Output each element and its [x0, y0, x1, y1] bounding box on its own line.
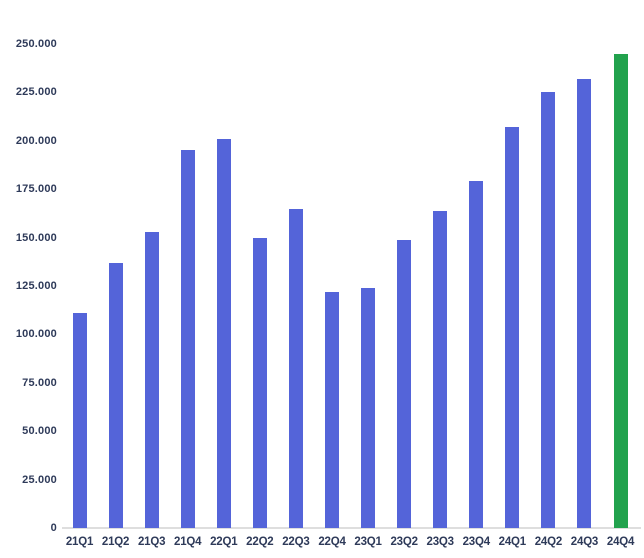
- y-axis-tick-label: 100.000: [15, 328, 57, 341]
- x-axis-category-label: 22Q2: [246, 536, 274, 548]
- bar-23Q3: [433, 210, 448, 528]
- y-axis-tick-label: 175.000: [15, 183, 57, 196]
- y-axis-tick-label: 250.000: [15, 38, 57, 50]
- bar-23Q1: [361, 287, 376, 528]
- bar-23Q4: [469, 181, 484, 528]
- x-axis-category-label: 22Q4: [318, 536, 346, 548]
- bar-21Q2: [108, 262, 123, 528]
- bar-21Q1: [72, 313, 87, 528]
- x-axis-category-label: 23Q1: [354, 536, 382, 548]
- x-axis-category-label: 24Q3: [570, 536, 599, 548]
- bar-21Q3: [144, 231, 159, 528]
- x-axis-line: [62, 527, 641, 529]
- x-axis-category-label: 23Q4: [462, 536, 491, 548]
- bar-21Q4: [180, 150, 195, 528]
- bar-22Q3: [288, 208, 303, 528]
- x-axis-category-label: 22Q1: [210, 536, 238, 548]
- x-axis-category-label: 21Q4: [174, 536, 202, 548]
- bar-22Q2: [252, 237, 267, 528]
- x-axis-category-label: 24Q1: [498, 536, 527, 548]
- x-axis-category-label: 24Q2: [534, 536, 563, 548]
- y-axis-tick-label: 150.000: [15, 231, 57, 244]
- x-axis-category-label: 22Q3: [282, 536, 310, 548]
- bar-24Q3: [577, 78, 592, 528]
- bar-24Q1: [505, 127, 520, 528]
- bar-22Q1: [216, 138, 231, 528]
- y-axis-tick-label: 125.000: [15, 280, 57, 292]
- y-axis-tick-label: 0: [50, 522, 57, 534]
- bar-22Q4: [324, 291, 339, 528]
- y-axis-tick-label: 25.000: [22, 473, 57, 486]
- x-axis-category-label: 21Q1: [65, 536, 94, 548]
- bar-24Q4: [613, 53, 628, 528]
- y-axis-tick-label: 200.000: [15, 134, 57, 147]
- y-axis-tick-label: 50.000: [22, 425, 57, 438]
- x-axis-category-label: 21Q3: [137, 536, 166, 548]
- x-axis-category-label: 21Q2: [101, 536, 130, 548]
- bar-24Q2: [541, 92, 556, 528]
- x-axis-category-label: 23Q3: [426, 536, 455, 548]
- y-axis-tick-label: 75.000: [22, 376, 57, 389]
- x-axis-category-label: 23Q2: [390, 536, 418, 548]
- y-axis-tick-label: 225.000: [15, 86, 57, 99]
- bar-23Q2: [397, 239, 412, 528]
- x-axis-category-label: 24Q4: [606, 536, 635, 548]
